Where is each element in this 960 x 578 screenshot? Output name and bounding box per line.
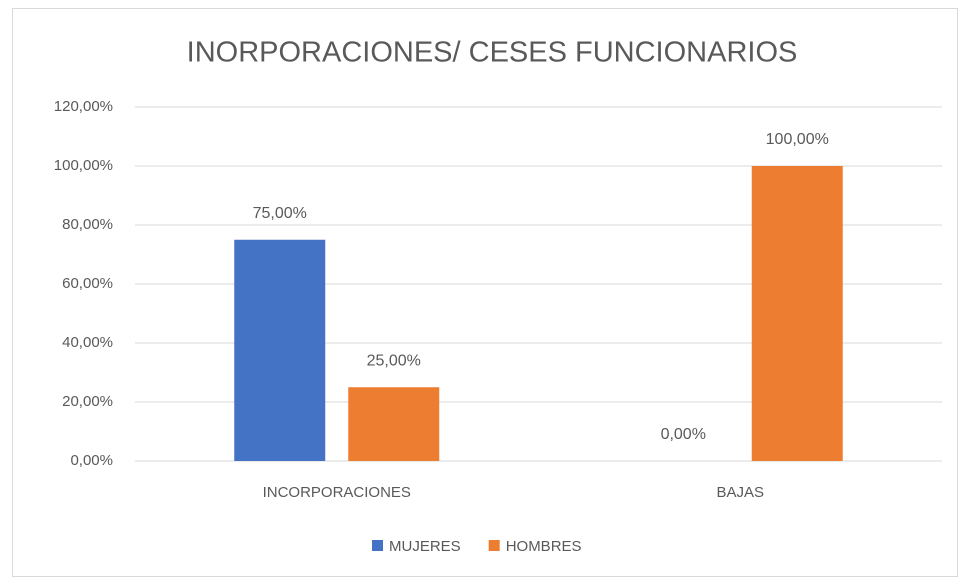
y-tick-label: 40,00%	[62, 334, 113, 351]
bar	[348, 387, 440, 461]
value-label: 100,00%	[766, 131, 829, 148]
value-label: 75,00%	[253, 205, 307, 222]
y-tick-label: 100,00%	[54, 157, 113, 174]
y-tick-label: 20,00%	[62, 393, 113, 410]
bar	[234, 239, 326, 461]
legend-label: MUJERES	[389, 538, 461, 555]
x-tick-label: INCORPORACIONES	[263, 484, 411, 501]
x-tick-label: BAJAS	[716, 484, 764, 501]
y-tick-label: 120,00%	[54, 98, 113, 115]
y-tick-label: 80,00%	[62, 216, 113, 233]
y-tick-label: 0,00%	[70, 452, 113, 469]
bar	[751, 166, 843, 461]
legend-label: HOMBRES	[506, 538, 582, 555]
legend-swatch	[488, 540, 500, 551]
legend-swatch	[372, 540, 383, 551]
value-label: 25,00%	[367, 352, 421, 369]
y-tick-label: 60,00%	[62, 275, 113, 292]
value-label: 0,00%	[661, 426, 706, 443]
chart-title: INORPORACIONES/ CESES FUNCIONARIOS	[187, 37, 798, 69]
